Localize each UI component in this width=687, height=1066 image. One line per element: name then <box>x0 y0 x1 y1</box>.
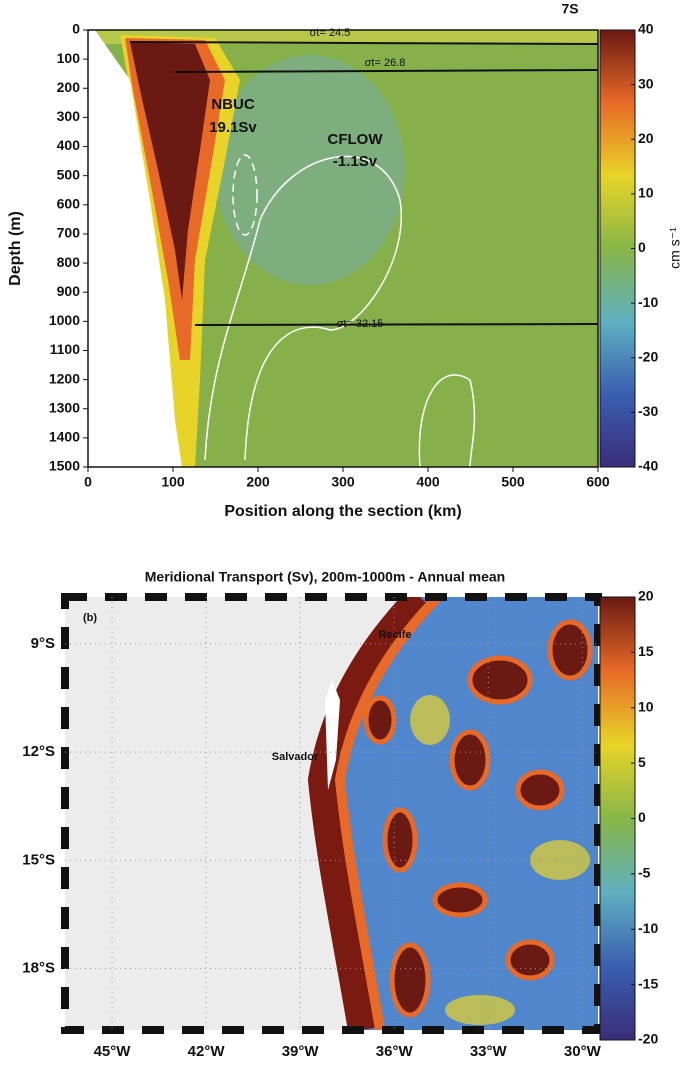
y-tick-label: 400 <box>57 137 81 153</box>
annotation: (b) <box>83 612 97 624</box>
y-tick-label: 700 <box>57 225 81 241</box>
annotation: NBUC <box>211 96 254 113</box>
y-tick-label: 15°S <box>22 851 55 868</box>
y-axis-label: Depth (m) <box>7 211 24 286</box>
y-tick-label: 1500 <box>49 458 80 474</box>
annotation: 19.1Sv <box>209 119 257 136</box>
y-tick-label: 1200 <box>49 370 80 386</box>
y-tick-label: 600 <box>57 196 81 212</box>
x-tick-label: 30°W <box>564 1043 602 1060</box>
map-grid <box>65 597 598 1030</box>
x-tick-label: 33°W <box>470 1043 508 1060</box>
annotation: CFLOW <box>328 131 384 148</box>
colorbar-tick-label: 10 <box>638 698 654 714</box>
x-tick-label: 500 <box>501 474 525 490</box>
y-tick-label: 12°S <box>22 743 55 760</box>
annotation: σt= 32.15 <box>337 318 384 330</box>
y-tick-label: 1400 <box>49 429 80 445</box>
y-tick-label: 1000 <box>49 312 80 328</box>
chart-title: 7S <box>561 1 578 17</box>
annotation: -1.1Sv <box>333 153 378 170</box>
annotation: Recife <box>378 629 411 641</box>
field-b <box>65 597 598 1030</box>
chart-title: Meridional Transport (Sv), 200m-1000m - … <box>145 569 505 585</box>
y-tick-label: 1100 <box>50 341 81 357</box>
y-tick-label: 900 <box>57 283 81 299</box>
x-axis-label: Position along the section (km) <box>224 503 461 520</box>
x-tick-label: 42°W <box>188 1043 226 1060</box>
colorbar-tick-label: -20 <box>638 1031 658 1047</box>
colorbar-tick-label: -20 <box>638 348 658 364</box>
y-tick-label: 500 <box>57 166 81 182</box>
colorbar-tick-label: -10 <box>638 920 658 936</box>
annotation: σt= 26.8 <box>365 57 406 69</box>
y-tick-label: 200 <box>57 79 81 95</box>
colorbar-tick-label: -10 <box>638 294 658 310</box>
x-tick-label: 300 <box>331 474 355 490</box>
colorbar-tick-label: 40 <box>638 21 654 37</box>
colorbar-tick-label: -15 <box>638 975 658 991</box>
x-tick-label: 0 <box>84 474 92 490</box>
y-tick-label: 100 <box>57 50 81 66</box>
colorbar-tick-label: 0 <box>638 239 646 255</box>
y-tick-label: 1300 <box>49 399 80 415</box>
y-tick-label: 800 <box>57 254 81 270</box>
x-tick-label: 600 <box>586 474 610 490</box>
colorbar-tick-label: 0 <box>638 809 646 825</box>
x-tick-label: 400 <box>416 474 440 490</box>
colorbar-tick-label: -30 <box>638 403 658 419</box>
colorbar-tick-label: -40 <box>638 458 658 474</box>
colorbar-tick-label: 5 <box>638 754 646 770</box>
colorbar-label: cm s⁻¹ <box>667 227 683 269</box>
colorbar-tick-label: 20 <box>638 588 654 604</box>
field-a <box>88 30 598 467</box>
colorbar <box>599 29 636 468</box>
colorbar-tick-label: 10 <box>638 185 654 201</box>
colorbar-tick-label: 20 <box>638 130 654 146</box>
y-tick-label: 0 <box>72 21 80 37</box>
colorbar-tick-label: -5 <box>638 865 651 881</box>
annotation: σt= 24.5 <box>310 27 351 39</box>
y-tick-label: 300 <box>57 108 81 124</box>
x-tick-label: 200 <box>246 474 270 490</box>
x-tick-label: 100 <box>161 474 185 490</box>
colorbar <box>599 596 636 1041</box>
colorbar-tick-label: 15 <box>638 643 654 659</box>
x-tick-label: 36°W <box>376 1043 414 1060</box>
annotation: Salvador <box>272 751 319 763</box>
y-tick-label: 9°S <box>31 635 55 652</box>
x-tick-label: 39°W <box>282 1043 320 1060</box>
x-tick-label: 45°W <box>94 1043 132 1060</box>
colorbar-tick-label: 30 <box>638 75 654 91</box>
y-tick-label: 18°S <box>22 960 55 977</box>
